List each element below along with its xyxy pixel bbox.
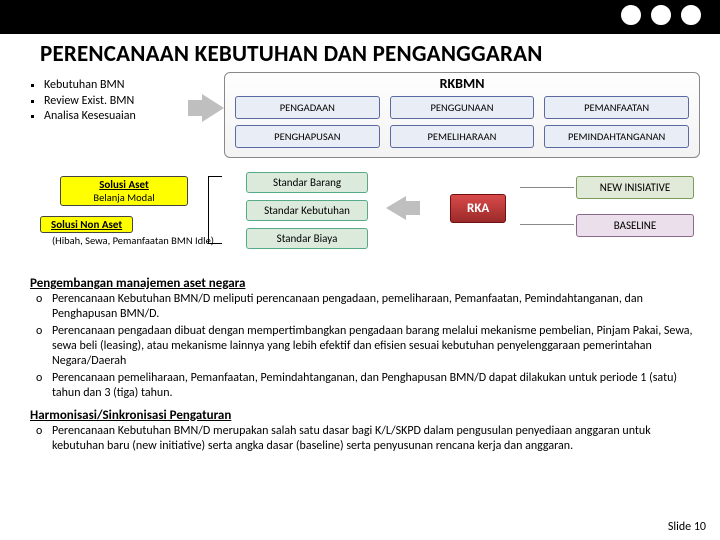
- section-list: Perencanaan Kebutuhan BMN/D meliputi per…: [30, 292, 696, 402]
- rkbmn-cell: PENGHAPUSAN: [235, 125, 380, 148]
- input-bullets: Kebutuhan BMN Review Exist. BMN Analisa …: [30, 78, 180, 125]
- list-item: Perencanaan pengadaan dibuat dengan memp…: [34, 324, 696, 370]
- bracket-icon: [208, 176, 222, 244]
- rkbmn-panel: RKBMN PENGADAAN PENGGUNAAN PEMANFAATAN P…: [224, 72, 700, 158]
- solusi-non-sub: (Hibah, Sewa, Pemanfaatan BMN Idle): [40, 234, 226, 247]
- bullet-item: Analisa Kesesuaian: [44, 109, 180, 125]
- section-title: Harmonisasi/Sinkronisasi Pengaturan: [30, 408, 696, 423]
- solusi-non-title: Solusi Non Aset: [51, 218, 122, 231]
- body-text: Pengembangan manajemen aset negara Peren…: [0, 272, 720, 454]
- badge-icon: [680, 4, 702, 26]
- new-initiative-tag: NEW INISIATIVE: [576, 176, 694, 199]
- rkbmn-title: RKBMN: [225, 73, 699, 92]
- standar-box: Standar Barang: [246, 172, 368, 193]
- section-title: Pengembangan manajemen aset negara: [30, 276, 696, 291]
- page-title: PERENCANAAN KEBUTUHAN DAN PENGANGGARAN: [0, 34, 720, 72]
- solusi-aset-title: Solusi Aset: [67, 178, 181, 191]
- solusi-aset-box: Solusi Aset Belanja Modal: [60, 176, 188, 206]
- rkbmn-cell: PENGADAAN: [235, 96, 380, 119]
- rkbmn-cell: PENGGUNAAN: [390, 96, 535, 119]
- badge-icon: [620, 4, 642, 26]
- standar-box: Standar Kebutuhan: [246, 200, 368, 221]
- diagram-area: Kebutuhan BMN Review Exist. BMN Analisa …: [10, 72, 710, 272]
- solusi-non-box: Solusi Non Aset (Hibah, Sewa, Pemanfaata…: [40, 216, 226, 247]
- bullet-item: Kebutuhan BMN: [44, 78, 180, 94]
- solusi-aset-sub: Belanja Modal: [67, 191, 181, 204]
- rkbmn-cell: PEMINDAHTANGANAN: [544, 125, 689, 148]
- slide-number: Slide 10: [668, 520, 706, 534]
- list-item: Perencanaan pemeliharaan, Pemanfaatan, P…: [34, 371, 696, 402]
- list-item: Perencanaan Kebutuhan BMN/D merupakan sa…: [34, 424, 696, 455]
- arrow-right-icon: [202, 94, 224, 122]
- section-list: Perencanaan Kebutuhan BMN/D merupakan sa…: [30, 424, 696, 455]
- connector-line: [520, 224, 574, 225]
- rkbmn-cell: PEMANFAATAN: [544, 96, 689, 119]
- top-bar: [0, 0, 720, 34]
- badge-icon: [650, 4, 672, 26]
- bullet-item: Review Exist. BMN: [44, 94, 180, 110]
- rka-box: RKA: [450, 194, 506, 223]
- connector-line: [520, 187, 574, 188]
- standar-box: Standar Biaya: [246, 228, 368, 249]
- list-item: Perencanaan Kebutuhan BMN/D meliputi per…: [34, 292, 696, 323]
- header-badges: [620, 4, 702, 26]
- rkbmn-cell: PEMELIHARAAN: [390, 125, 535, 148]
- baseline-tag: BASELINE: [576, 214, 694, 237]
- arrow-left-icon: [386, 196, 406, 220]
